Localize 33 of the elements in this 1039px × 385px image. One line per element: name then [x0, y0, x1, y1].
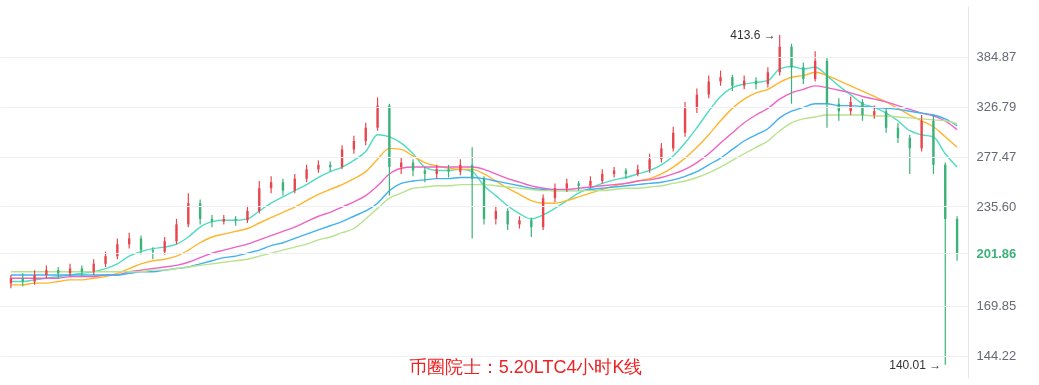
candlestick	[210, 214, 214, 228]
y-tick-label: 326.79	[976, 99, 1017, 115]
candlestick	[861, 98, 864, 122]
candlestick	[589, 175, 592, 189]
annotation: 币圈院士：5.20LTC4小时K线	[408, 357, 643, 377]
candlestick	[624, 167, 628, 180]
candlestick	[317, 159, 320, 174]
candlestick	[648, 153, 651, 174]
candlestick	[423, 166, 427, 183]
candlestick	[506, 207, 509, 231]
candlestick	[518, 215, 521, 230]
annotation: 413.6 →	[730, 28, 776, 43]
candlestick	[175, 218, 178, 245]
candlestick	[612, 166, 616, 179]
annotation: 140.01 →	[889, 357, 942, 372]
candlestick	[447, 164, 450, 179]
candlestick	[187, 192, 190, 228]
candlestick	[530, 217, 533, 238]
y-tick-label: 384.87	[976, 49, 1017, 65]
y-tick-label: 169.85	[976, 298, 1017, 314]
y-tick-label: 235.60	[976, 198, 1017, 214]
candlestick	[104, 251, 107, 268]
y-tick-label: 277.47	[976, 149, 1017, 164]
candlestick	[802, 61, 805, 85]
candlestick	[660, 142, 663, 164]
candlestick	[376, 96, 379, 132]
candlestick	[246, 205, 249, 224]
candlestick	[719, 69, 722, 87]
candlestick	[33, 269, 36, 286]
candlestick	[932, 114, 935, 175]
y-tick-label: 201.86	[976, 245, 1017, 261]
y-tick-label: 144.22	[976, 348, 1017, 364]
candlestick	[790, 43, 793, 105]
